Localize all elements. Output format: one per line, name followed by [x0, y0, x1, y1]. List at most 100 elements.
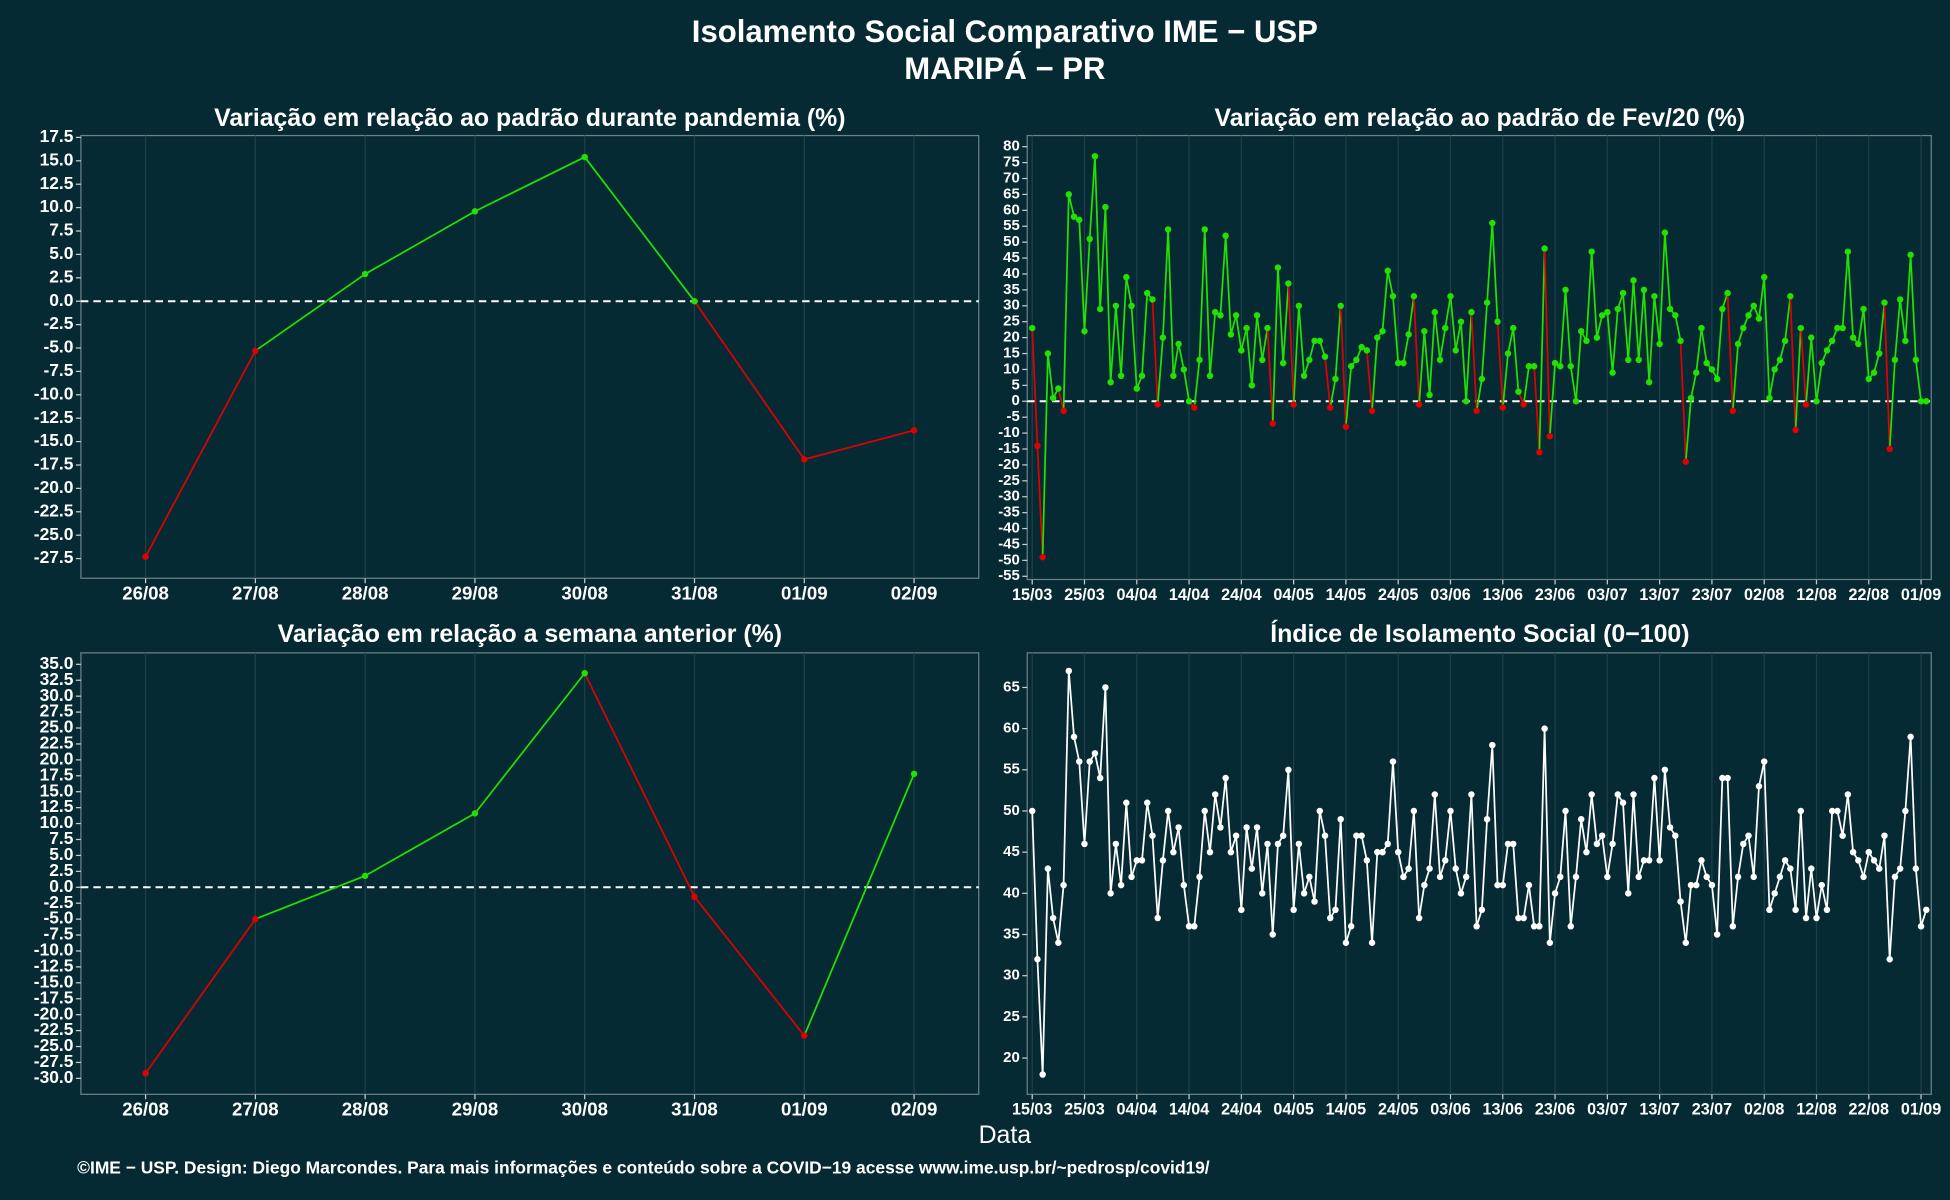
data-point	[1049, 394, 1057, 402]
line-segment	[1308, 876, 1316, 902]
line-segment	[1365, 350, 1373, 411]
line-segment	[1162, 229, 1170, 338]
data-point	[1640, 286, 1648, 294]
data-point	[1055, 939, 1062, 946]
x-tick-label: 12/08	[1796, 586, 1836, 604]
line-segment	[1575, 819, 1583, 877]
data-point	[1091, 152, 1099, 160]
line-segment	[1057, 885, 1065, 943]
line-segment	[1261, 327, 1269, 361]
y-tick-label: -35	[998, 504, 1020, 521]
data-point	[1321, 832, 1329, 839]
x-tick-label: 23/07	[1692, 1101, 1732, 1119]
data-point	[801, 456, 808, 463]
line-segment	[1501, 843, 1509, 886]
data-point	[1797, 807, 1805, 815]
data-point	[1107, 378, 1114, 386]
data-point	[1682, 458, 1690, 465]
line-segment	[1909, 254, 1917, 360]
y-tick-label: -50	[998, 551, 1020, 568]
line-segment	[1297, 843, 1305, 894]
line-segment	[144, 350, 257, 558]
line-segment	[1679, 901, 1687, 943]
x-tick-label: 03/06	[1430, 586, 1470, 604]
line-segment	[1224, 777, 1232, 853]
line-segment	[1836, 810, 1844, 836]
line-segment	[1449, 810, 1457, 869]
line-segment	[1585, 251, 1593, 341]
line-segment	[1480, 302, 1488, 380]
line-segment	[1057, 388, 1065, 412]
line-segment	[1779, 340, 1786, 361]
data-point	[1347, 363, 1355, 370]
line-segment	[1067, 670, 1075, 737]
line-segment	[1151, 835, 1159, 919]
line-segment	[1627, 280, 1635, 360]
line-segment	[1826, 810, 1834, 910]
data-point	[1619, 289, 1627, 297]
data-point	[1546, 433, 1554, 440]
line-segment	[1606, 312, 1614, 373]
data-point	[1687, 394, 1695, 402]
line-segment	[1083, 761, 1091, 844]
data-point	[1415, 401, 1423, 408]
line-segment	[1799, 328, 1807, 405]
line-segment	[1182, 369, 1190, 402]
data-point	[1196, 356, 1203, 364]
data-point	[1598, 832, 1606, 839]
line-segment	[1716, 308, 1724, 380]
x-tick-label: 24/05	[1378, 1101, 1418, 1119]
line-segment	[1528, 884, 1536, 927]
line-segment	[1674, 315, 1682, 341]
y-tick-label: 15	[1003, 344, 1020, 361]
data-point	[1196, 873, 1203, 881]
data-point	[1269, 420, 1276, 427]
line-segment	[1324, 835, 1332, 919]
data-point	[1881, 299, 1888, 306]
data-point	[1614, 305, 1622, 313]
y-tick-label: 50	[1003, 233, 1020, 250]
y-tick-label: 35.0	[40, 653, 74, 673]
line-segment	[1480, 819, 1488, 910]
line-segment	[1386, 270, 1394, 297]
line-segment	[1439, 327, 1447, 361]
data-point	[1232, 312, 1240, 319]
line-segment	[1444, 810, 1452, 861]
data-point	[1708, 366, 1716, 373]
y-tick-label: 15.0	[40, 149, 74, 169]
data-point	[1274, 840, 1282, 848]
x-tick-label: 27/08	[232, 1098, 279, 1119]
line-segment	[1904, 254, 1912, 341]
data-point	[1530, 923, 1538, 930]
data-point	[1896, 865, 1904, 872]
line-segment	[1789, 296, 1797, 430]
data-point	[1039, 553, 1046, 561]
line-segment	[1297, 305, 1305, 376]
x-tick-label: 15/03	[1012, 1101, 1052, 1119]
data-point	[1431, 308, 1439, 316]
line-segment	[1041, 868, 1049, 1075]
data-point	[1813, 914, 1820, 922]
line-segment	[1590, 251, 1598, 338]
line-segment	[1627, 794, 1635, 894]
line-segment	[693, 896, 805, 1037]
data-point	[1060, 881, 1067, 889]
data-point	[1917, 923, 1925, 930]
data-point	[1797, 324, 1805, 332]
data-point	[1494, 881, 1501, 889]
line-segment	[1569, 876, 1577, 927]
data-point	[1384, 267, 1391, 275]
data-point	[1724, 774, 1731, 782]
line-segment	[364, 812, 476, 877]
data-point	[1510, 324, 1517, 332]
line-segment	[1047, 353, 1054, 399]
data-point	[1316, 807, 1324, 815]
x-tick-label: 01/09	[781, 1098, 828, 1119]
line-segment	[1365, 860, 1373, 943]
data-point	[1625, 356, 1632, 364]
line-segment	[1899, 299, 1907, 341]
data-point	[1447, 293, 1454, 300]
y-tick-label: 60	[1003, 201, 1020, 218]
data-point	[1185, 398, 1193, 405]
x-tick-label: 13/06	[1483, 1101, 1523, 1119]
